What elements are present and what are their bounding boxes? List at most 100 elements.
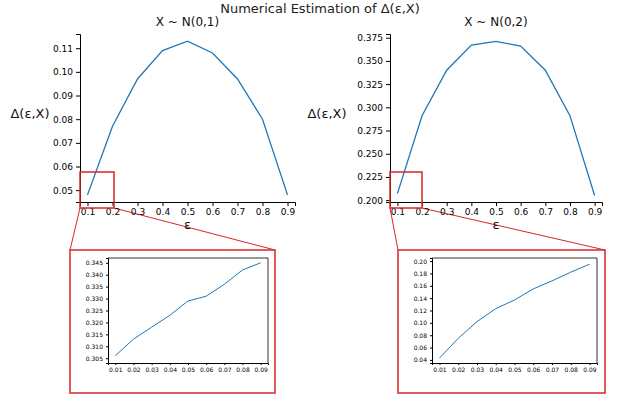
y-tick-label: 0.225 (357, 172, 383, 182)
x-tick-label: 0.6 (514, 207, 529, 217)
x-tick: 0.3 (440, 202, 454, 217)
y-tick-label: 0.275 (357, 126, 383, 136)
x-tick: 0.5 (181, 202, 195, 217)
x-axis-line (433, 364, 598, 366)
zoom-connector (70, 208, 80, 250)
y-tick-label: 0.305 (86, 355, 103, 362)
x-tick-mark (595, 202, 596, 206)
x-tick-label: 0.09 (255, 366, 269, 373)
x-tick-label: 0.2 (106, 207, 120, 217)
zoom-box (390, 172, 422, 208)
data-line (397, 41, 594, 195)
x-tick-mark (261, 363, 262, 365)
x-tick-label: 0.5 (181, 207, 195, 217)
y-tick-label: 0.345 (86, 259, 103, 266)
x-tick-label: 0.4 (465, 207, 480, 217)
x-tick-mark (571, 363, 572, 365)
y-tick-label: 0.325 (357, 80, 383, 90)
y-tick: 0.200 (357, 196, 390, 206)
x-tick: 0.09 (583, 363, 597, 373)
y-tick: 0.335 (86, 283, 108, 290)
plot-frame (432, 258, 597, 259)
y-tick: 0.09 (53, 91, 80, 101)
y-tick-mark (106, 275, 108, 276)
y-tick-label: 0.09 (53, 91, 73, 101)
data-line (115, 263, 260, 356)
y-tick: 0.325 (86, 307, 108, 314)
y-tick-mark (106, 346, 108, 347)
x-tick-mark (133, 363, 134, 365)
y-axis-line (106, 259, 109, 364)
x-tick-mark (243, 363, 244, 365)
marks (88, 41, 288, 195)
x-tick: 0.7 (231, 202, 245, 217)
x-tick-mark (188, 202, 189, 206)
x-tick: 0.07 (546, 363, 560, 373)
x-tick: 0.7 (539, 202, 553, 217)
y-tick-label: 0.340 (86, 271, 103, 278)
x-tick-mark (590, 363, 591, 365)
x-tick-mark (515, 363, 516, 365)
x-tick-label: 0.08 (236, 366, 250, 373)
x-tick: 0.03 (471, 363, 485, 373)
x-tick-mark (440, 363, 441, 365)
x-tick-mark (496, 202, 497, 206)
x-tick: 0.1 (81, 202, 95, 217)
x-tick-label: 0.06 (200, 366, 214, 373)
y-tick-label: 0.12 (414, 307, 428, 314)
x-tick: 0.08 (236, 363, 250, 373)
x-axis-line (109, 364, 269, 366)
y-tick: 0.375 (357, 33, 390, 43)
chart-title: X ~ N(0,1) (156, 15, 219, 29)
x-tick-mark (88, 202, 89, 206)
x-tick-mark (521, 202, 522, 206)
y-tick: 0.300 (357, 103, 390, 113)
y-tick: 0.18 (414, 270, 432, 277)
chart-canvas: Numerical Estimation of Δ(ε,X)0.10.20.30… (0, 0, 640, 395)
y-tick: 0.11 (53, 44, 80, 54)
y-tick: 0.12 (414, 307, 432, 314)
y-tick-mark (386, 154, 390, 155)
x-tick-label: 0.01 (433, 366, 447, 373)
x-tick: 0.06 (527, 363, 541, 373)
x-tick-label: 0.05 (508, 366, 522, 373)
y-tick-mark (430, 311, 432, 312)
chart-title: X ~ N(0,2) (464, 15, 527, 29)
x-tick-mark (115, 363, 116, 365)
y-tick: 0.06 (53, 162, 80, 172)
figure-title: Numerical Estimation of Δ(ε,X) (220, 1, 420, 16)
x-tick: 0.02 (127, 363, 141, 373)
x-tick: 0.02 (452, 363, 466, 373)
y-tick-mark (106, 311, 108, 312)
x-tick-mark (263, 202, 264, 206)
y-tick-label: 0.07 (53, 138, 73, 148)
x-tick: 0.01 (433, 363, 447, 373)
x-axis: 0.010.020.030.040.050.060.070.080.09 (109, 363, 269, 373)
x-tick-label: 0.4 (156, 207, 171, 217)
y-tick-mark (430, 273, 432, 274)
plot-frame (108, 258, 268, 259)
x-tick-label: 0.7 (539, 207, 553, 217)
y-tick-label: 0.200 (357, 196, 383, 206)
plot: 0.010.020.030.040.050.060.070.080.090.30… (86, 258, 269, 373)
x-tick-mark (552, 363, 553, 365)
y-tick-label: 0.375 (357, 33, 383, 43)
inset-frame (70, 250, 275, 393)
x-tick-mark (533, 363, 534, 365)
y-tick-mark (76, 72, 80, 73)
y-tick-mark (430, 360, 432, 361)
x-tick-label: 0.02 (452, 366, 466, 373)
x-tick-label: 0.03 (471, 366, 485, 373)
x-tick-mark (545, 202, 546, 206)
y-tick-mark (430, 286, 432, 287)
x-tick-mark (163, 202, 164, 206)
y-tick-mark (76, 48, 80, 49)
y-tick-mark (430, 335, 432, 336)
y-tick-mark (430, 348, 432, 349)
x-axis-title: ε (492, 217, 499, 232)
x-tick: 0.8 (563, 202, 578, 217)
y-axis: 0.050.060.070.080.090.100.11 (53, 35, 81, 203)
y-axis-title: Δ(ε,X) (307, 106, 346, 121)
y-tick: 0.20 (414, 258, 432, 265)
y-tick-mark (106, 334, 108, 335)
